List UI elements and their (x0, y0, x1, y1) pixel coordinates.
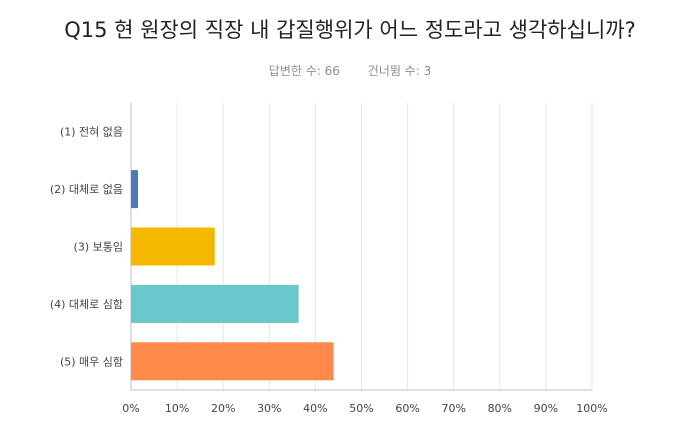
x-tick-label: 40% (303, 402, 327, 415)
category-label: (4) 대체로 심함 (50, 298, 123, 311)
x-tick-label: 50% (349, 402, 373, 415)
x-tick-label: 60% (395, 402, 419, 415)
answered-count: 답변한 수: 66 (268, 64, 340, 78)
x-tick-label: 70% (441, 402, 465, 415)
bar (131, 227, 215, 266)
x-tick-label: 100% (576, 402, 607, 415)
bar (131, 170, 139, 209)
x-tick-label: 30% (257, 402, 281, 415)
category-label: (3) 보통임 (74, 241, 123, 254)
x-tick-label: 80% (488, 402, 512, 415)
category-label: (2) 대체로 없음 (50, 183, 123, 196)
x-tick-label: 0% (122, 402, 139, 415)
x-tick-label: 10% (165, 402, 189, 415)
x-tick-label: 20% (211, 402, 235, 415)
x-tick-label: 90% (534, 402, 558, 415)
response-stats: 답변한 수: 66 건너뜀 수: 3 (0, 62, 700, 79)
skipped-count: 건너뜀 수: 3 (367, 64, 432, 78)
bar (131, 342, 334, 381)
question-title: Q15 현 원장의 직장 내 갑질행위가 어느 정도라고 생각하십니까? (64, 18, 636, 42)
category-label: (5) 매우 심함 (60, 355, 123, 368)
bar (131, 284, 299, 323)
category-label: (1) 전혀 없음 (60, 126, 123, 139)
